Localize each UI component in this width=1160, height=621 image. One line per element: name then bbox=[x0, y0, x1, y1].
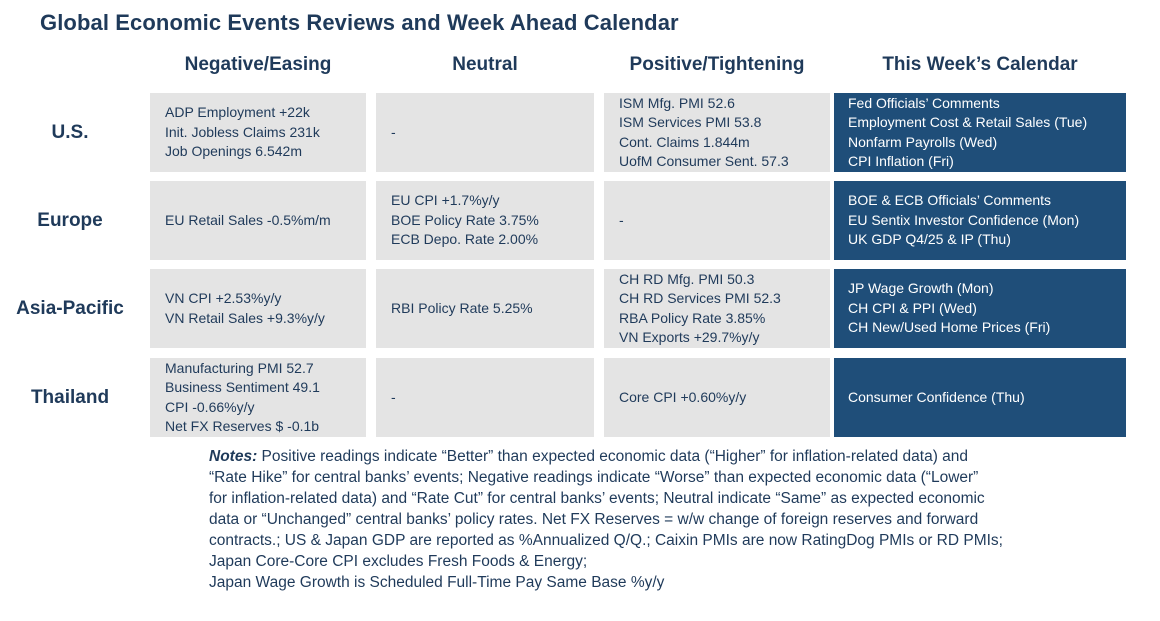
neutral-item: - bbox=[391, 388, 396, 405]
neutral-item: BOE Policy Rate 3.75% bbox=[391, 211, 539, 228]
neutral-item: ECB Depo. Rate 2.00% bbox=[391, 231, 539, 248]
page-title: Global Economic Events Reviews and Week … bbox=[40, 10, 679, 35]
negative-cell: ADP Employment +22k Init. Jobless Claims … bbox=[150, 93, 366, 172]
positive-item: CH RD Mfg. PMI 50.3 bbox=[619, 270, 755, 287]
calendar-item: BOE & ECB Officials’ Comments bbox=[848, 192, 1052, 209]
column-header-negative: Negative/Easing bbox=[184, 54, 332, 75]
positive-item: ISM Services PMI 53.8 bbox=[619, 114, 762, 130]
notes-line: data or “Unchanged” central banks’ polic… bbox=[209, 511, 979, 528]
calendar-item: EU Sentix Investor Confidence (Mon) bbox=[848, 211, 1080, 228]
calendar-item: Fed Officials’ Comments bbox=[848, 94, 1000, 111]
row-header: Asia-Pacific bbox=[16, 297, 124, 319]
calendar-cell: Consumer Confidence (Thu) bbox=[834, 358, 1126, 437]
notes-line: Japan Wage Growth is Scheduled Full-Time… bbox=[209, 574, 665, 591]
positive-item: UofM Consumer Sent. 57.3 bbox=[619, 153, 789, 169]
negative-item: Manufacturing PMI 52.7 bbox=[165, 359, 314, 376]
negative-item: VN Retail Sales +9.3%y/y bbox=[165, 309, 325, 326]
notes-line: contracts.; US & Japan GDP are reported … bbox=[209, 532, 1003, 549]
row-header: Europe bbox=[37, 209, 103, 231]
positive-cell: - bbox=[604, 181, 830, 260]
notes-line: “Rate Hike” for central banks’ events; N… bbox=[209, 469, 979, 486]
notes-line: Japan Core-Core CPI excludes Fresh Foods… bbox=[209, 553, 588, 570]
negative-item: EU Retail Sales -0.5%m/m bbox=[165, 211, 331, 228]
notes: Notes: Positive readings indicate “Bette… bbox=[209, 446, 1139, 593]
calendar-item: CH New/Used Home Prices (Fri) bbox=[848, 319, 1051, 336]
notes-line: for inflation-related data) and “Rate Cu… bbox=[209, 490, 985, 507]
negative-item: ADP Employment +22k bbox=[165, 104, 310, 121]
row-header: Thailand bbox=[30, 386, 110, 408]
positive-item: CH RD Services PMI 52.3 bbox=[619, 290, 781, 306]
neutral-cell: - bbox=[376, 93, 594, 172]
notes-label: Notes: bbox=[209, 448, 258, 465]
calendar-cell: Fed Officials’ Comments Employment Cost &… bbox=[834, 93, 1126, 172]
neutral-cell: - bbox=[376, 358, 594, 437]
negative-item: Business Sentiment 49.1 bbox=[165, 379, 320, 395]
neutral-cell: RBI Policy Rate 5.25% bbox=[376, 269, 594, 348]
negative-item: CPI -0.66%y/y bbox=[165, 398, 255, 415]
column-header-positive: Positive/Tightening bbox=[629, 54, 805, 75]
calendar-cell: JP Wage Growth (Mon) CH CPI & PPI (Wed) CH… bbox=[834, 269, 1126, 348]
notes-line: Positive readings indicate “Better” than… bbox=[257, 448, 969, 465]
calendar-item: Employment Cost & Retail Sales (Tue) bbox=[848, 114, 1088, 130]
calendar-item: JP Wage Growth (Mon) bbox=[848, 280, 994, 297]
column-header-calendar: This Week’s Calendar bbox=[882, 54, 1078, 75]
negative-item: Init. Jobless Claims 231k bbox=[165, 123, 320, 140]
neutral-item: RBI Policy Rate 5.25% bbox=[391, 299, 533, 316]
negative-item: Net FX Reserves $ -0.1b bbox=[165, 418, 320, 434]
positive-cell: CH RD Mfg. PMI 50.3 CH RD Services PMI 52… bbox=[604, 269, 830, 348]
row-header: U.S. bbox=[51, 121, 89, 143]
positive-item: RBA Policy Rate 3.85% bbox=[619, 309, 766, 326]
positive-item: VN Exports +29.7%y/y bbox=[619, 329, 760, 345]
calendar-item: CPI Inflation (Fri) bbox=[848, 153, 954, 169]
column-header-neutral: Neutral bbox=[452, 54, 518, 75]
negative-cell: EU Retail Sales -0.5%m/m bbox=[150, 181, 366, 260]
negative-item: VN CPI +2.53%y/y bbox=[165, 290, 282, 306]
calendar-item: CH CPI & PPI (Wed) bbox=[848, 299, 977, 316]
positive-cell: Core CPI +0.60%y/y bbox=[604, 358, 830, 437]
calendar-item: UK GDP Q4/25 & IP (Thu) bbox=[848, 231, 1011, 248]
positive-item: - bbox=[619, 211, 624, 228]
calendar-item: Nonfarm Payrolls (Wed) bbox=[848, 133, 998, 150]
calendar-cell: BOE & ECB Officials’ Comments EU Sentix I… bbox=[834, 181, 1126, 260]
calendar-item: Consumer Confidence (Thu) bbox=[848, 388, 1025, 405]
neutral-item: - bbox=[391, 123, 396, 140]
neutral-item: EU CPI +1.7%y/y bbox=[391, 192, 500, 209]
negative-cell: Manufacturing PMI 52.7 Business Sentiment… bbox=[150, 358, 366, 437]
positive-item: Core CPI +0.60%y/y bbox=[619, 388, 747, 405]
neutral-cell: EU CPI +1.7%y/y BOE Policy Rate 3.75% ECB … bbox=[376, 181, 594, 260]
positive-item: Cont. Claims 1.844m bbox=[619, 133, 750, 150]
negative-item: Job Openings 6.542m bbox=[165, 143, 302, 160]
positive-cell: ISM Mfg. PMI 52.6 ISM Services PMI 53.8 Co… bbox=[604, 93, 830, 172]
negative-cell: VN CPI +2.53%y/y VN Retail Sales +9.3%y/y bbox=[150, 269, 366, 348]
positive-item: ISM Mfg. PMI 52.6 bbox=[619, 94, 735, 111]
